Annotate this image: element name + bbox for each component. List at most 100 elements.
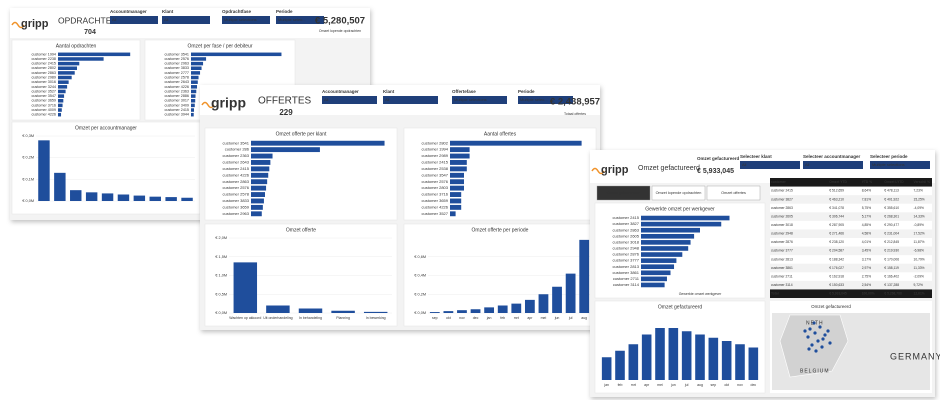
kpi-value: € 2,438,957 <box>550 97 600 108</box>
bar <box>641 227 700 233</box>
category-label: customer 3547 <box>32 94 57 98</box>
table-cell: 3,17% <box>862 257 871 261</box>
bar <box>641 270 671 276</box>
y-tick-label: € 1,0M <box>215 274 227 278</box>
bar <box>641 276 667 282</box>
filter-dropdown[interactable] <box>518 96 573 104</box>
category-label: mrt <box>631 383 636 387</box>
filter-value: Multiple selections <box>454 97 487 102</box>
tab-label: Omzet gefactureerd <box>607 191 641 195</box>
category-label: In bewerking <box>366 316 386 320</box>
table-total-cell: € 5,933,045 <box>829 292 847 296</box>
table-cell: 17,52% <box>914 232 925 236</box>
bar <box>58 108 62 112</box>
map-point <box>821 337 825 341</box>
map-point <box>823 333 827 337</box>
bar <box>298 308 323 313</box>
tab-button[interactable] <box>651 185 706 201</box>
filter-dropdown[interactable] <box>740 161 800 169</box>
category-label: customer 3944 <box>165 113 190 117</box>
filter-dropdown[interactable] <box>452 96 507 104</box>
bar <box>58 85 68 89</box>
bar <box>38 140 50 201</box>
bar <box>450 153 470 159</box>
y-tick-label: € 0,2M <box>414 292 426 296</box>
category-label: jan <box>486 316 492 320</box>
bar <box>191 98 196 103</box>
bar <box>363 311 388 313</box>
filter-dropdown[interactable] <box>276 16 324 24</box>
bar <box>628 344 639 380</box>
category-label: customer 2963 <box>165 62 190 66</box>
category-label: jul <box>684 383 689 387</box>
map-point <box>826 329 830 333</box>
category-label: customer 2576 <box>223 185 250 190</box>
map-point <box>816 339 820 343</box>
map-point <box>806 335 810 339</box>
bar <box>641 233 695 239</box>
bar <box>251 172 269 178</box>
category-label: apr <box>644 383 650 387</box>
category-label: customer 3017 <box>165 99 190 103</box>
map-point <box>820 345 824 349</box>
bar <box>443 311 454 313</box>
category-label: sep <box>432 316 438 320</box>
bar <box>251 166 270 172</box>
category-label: Planning <box>336 316 350 320</box>
table-row-stripe <box>770 263 932 273</box>
chart-title: Omzet offerte per periode <box>472 227 529 233</box>
category-label: customer 2415 <box>422 160 449 165</box>
tab-label: Omzet lopende opdrachten <box>656 191 702 195</box>
category-label: customer 2863 <box>32 71 57 75</box>
bar <box>641 221 722 227</box>
bar <box>191 85 198 89</box>
filter-label: Selecteer accountmanager <box>803 154 861 159</box>
bar <box>251 198 264 204</box>
table-header-cell: YTD % <box>862 180 873 184</box>
category-label: customer 2876 <box>613 252 640 257</box>
bar <box>695 334 705 380</box>
bar <box>54 172 66 201</box>
category-label: nov <box>459 316 465 320</box>
bar <box>191 57 207 61</box>
chart-title: Aantal opdrachten <box>56 43 97 49</box>
filter-value: All <box>385 97 390 102</box>
filter-dropdown[interactable] <box>222 16 270 24</box>
category-label: jul <box>568 316 573 320</box>
category-label: customer 3114 <box>613 282 640 287</box>
bar <box>721 341 732 380</box>
bar <box>58 71 75 75</box>
filter-label: Opdrachtfase <box>222 9 252 14</box>
table-cell: 4,85% <box>862 223 871 227</box>
bar <box>641 334 652 380</box>
table-cell: customer 3114 <box>771 283 793 287</box>
y-tick-label: € 2,0M <box>215 236 227 240</box>
filter-dropdown[interactable] <box>870 161 930 169</box>
filter-dropdown[interactable] <box>110 16 158 24</box>
map-point <box>813 331 817 335</box>
tab-button[interactable] <box>706 185 761 201</box>
category-label: customer 3777 <box>613 258 640 263</box>
bar <box>85 192 98 201</box>
filter-dropdown[interactable] <box>803 161 863 169</box>
bar <box>58 89 66 94</box>
table-cell: € 212,845 <box>884 240 899 244</box>
category-label: customer 2802 <box>32 66 57 70</box>
table-cell: € 268,301 <box>884 214 899 218</box>
map-label: BELGIUM <box>800 368 830 374</box>
filter-dropdown[interactable] <box>383 96 438 104</box>
tab-button[interactable] <box>596 185 651 201</box>
table-cell: € 341,078 <box>829 206 844 210</box>
category-label: customer 3541 <box>223 140 250 145</box>
table-cell: customer 3827 <box>771 197 793 201</box>
table-header-cell: Omzet YTD <box>829 180 847 184</box>
filter-dropdown[interactable] <box>162 16 210 24</box>
bar <box>251 140 385 146</box>
filter-label: Accountmanager <box>110 9 147 14</box>
y-tick-label: € 0,0M <box>414 311 426 315</box>
table-total-cell: € 5,268,788 <box>884 292 902 296</box>
category-label: dec <box>751 383 757 387</box>
filter-dropdown[interactable] <box>322 96 377 104</box>
category-label: customer 3861 <box>613 270 640 275</box>
